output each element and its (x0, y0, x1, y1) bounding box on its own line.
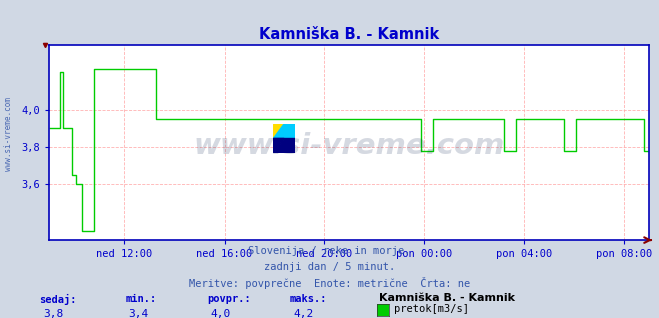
Polygon shape (273, 124, 295, 138)
Text: Slovenija / reke in morje.: Slovenija / reke in morje. (248, 246, 411, 256)
Text: Meritve: povprečne  Enote: metrične  Črta: ne: Meritve: povprečne Enote: metrične Črta:… (189, 277, 470, 289)
Text: zadnji dan / 5 minut.: zadnji dan / 5 minut. (264, 262, 395, 272)
Text: min.:: min.: (125, 294, 156, 304)
Polygon shape (273, 124, 284, 138)
Text: www.si-vreme.com: www.si-vreme.com (4, 97, 13, 170)
Text: Kamniška B. - Kamnik: Kamniška B. - Kamnik (379, 293, 515, 302)
Text: 4,0: 4,0 (211, 309, 231, 318)
Text: www.si-vreme.com: www.si-vreme.com (194, 132, 505, 160)
Text: 4,2: 4,2 (293, 309, 314, 318)
Polygon shape (273, 138, 284, 153)
Text: povpr.:: povpr.: (208, 294, 251, 304)
Text: 3,8: 3,8 (43, 309, 63, 318)
Polygon shape (273, 138, 295, 153)
Text: pretok[m3/s]: pretok[m3/s] (394, 304, 469, 314)
Title: Kamniška B. - Kamnik: Kamniška B. - Kamnik (259, 27, 440, 42)
Text: sedaj:: sedaj: (40, 294, 77, 305)
Text: 3,4: 3,4 (129, 309, 149, 318)
Text: maks.:: maks.: (290, 294, 328, 304)
